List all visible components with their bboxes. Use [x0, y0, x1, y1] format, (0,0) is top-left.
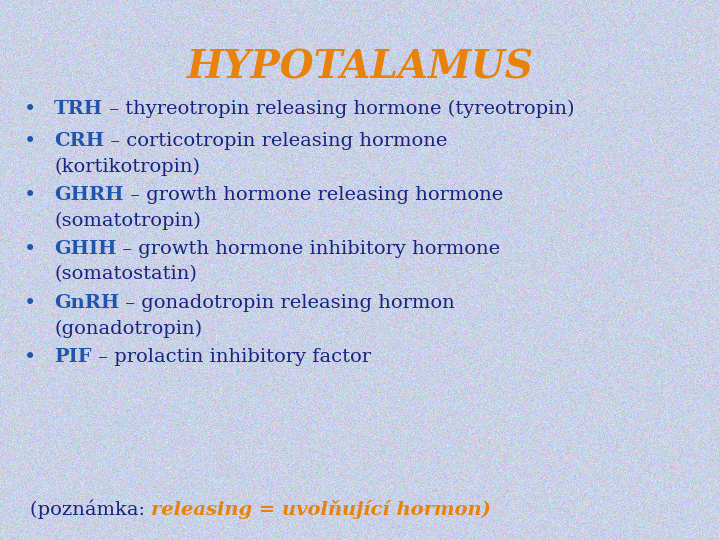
Text: PIF: PIF — [54, 348, 91, 366]
Text: GHRH: GHRH — [54, 186, 124, 204]
Text: – corticotropin releasing hormone: – corticotropin releasing hormone — [104, 132, 448, 150]
Text: – thyreotropin releasing hormone (tyreotropin): – thyreotropin releasing hormone (tyreot… — [103, 100, 575, 118]
Text: •: • — [24, 240, 37, 259]
Text: •: • — [24, 132, 37, 151]
Text: TRH: TRH — [54, 100, 103, 118]
Text: •: • — [24, 186, 37, 205]
Text: (kortikotropin): (kortikotropin) — [54, 158, 200, 176]
Text: (gonadotropin): (gonadotropin) — [54, 320, 202, 338]
Text: •: • — [24, 100, 37, 119]
Text: – growth hormone releasing hormone: – growth hormone releasing hormone — [124, 186, 503, 204]
Text: GHIH: GHIH — [54, 240, 117, 258]
Text: CRH: CRH — [54, 132, 104, 150]
Text: – gonadotropin releasing hormon: – gonadotropin releasing hormon — [120, 294, 455, 312]
Text: – growth hormone inhibitory hormone: – growth hormone inhibitory hormone — [117, 240, 500, 258]
Text: •: • — [24, 348, 37, 367]
Text: (somatostatin): (somatostatin) — [54, 266, 197, 284]
Text: (poznámka:: (poznámka: — [30, 500, 151, 519]
Text: GnRH: GnRH — [54, 294, 120, 312]
Text: (somatotropin): (somatotropin) — [54, 212, 201, 230]
Text: releasing = uvolňující hormon): releasing = uvolňující hormon) — [151, 501, 491, 519]
Text: •: • — [24, 294, 37, 313]
Text: – prolactin inhibitory factor: – prolactin inhibitory factor — [91, 348, 371, 366]
Text: HYPOTALAMUS: HYPOTALAMUS — [186, 49, 534, 86]
